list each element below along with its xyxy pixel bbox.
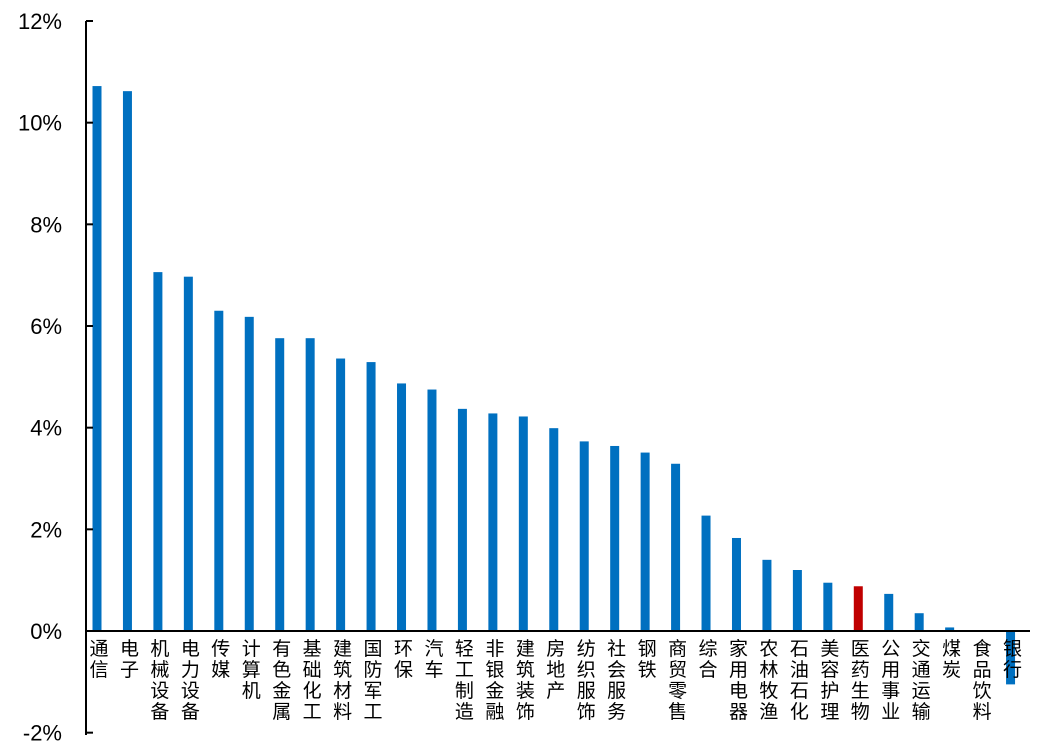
bar-series: [518, 416, 528, 631]
x-category-label: 综合: [699, 638, 718, 681]
x-category-label: 轻工制造: [455, 638, 474, 723]
y-tick-label: 8%: [30, 212, 62, 237]
x-category-label: 商贸零售: [668, 638, 687, 723]
bar-series: [671, 463, 681, 631]
y-tick-label: 6%: [30, 314, 62, 339]
bar-series: [1006, 631, 1016, 685]
x-category-label: 食品饮料: [973, 638, 992, 723]
bar-series: [427, 389, 437, 631]
y-tick-label: -2%: [23, 721, 62, 746]
bar-series: [366, 362, 376, 631]
bar-series: [397, 383, 407, 631]
bar-series: [275, 338, 285, 631]
x-axis-category-labels: 通信电子机械设备电力设备传媒计算机有色金属基础化工建筑材料国防军工环保汽车轻工制…: [89, 638, 1022, 723]
bar-series: [884, 593, 894, 631]
x-category-label: 公用事业: [881, 638, 900, 723]
x-category-label: 通信: [89, 638, 108, 681]
x-category-label: 银行: [1003, 638, 1022, 681]
y-tick-label: 2%: [30, 517, 62, 542]
bar-series: [549, 428, 559, 631]
bar-series: [762, 559, 772, 631]
x-category-label: 机械设备: [150, 638, 169, 723]
x-category-label: 建筑装饰: [516, 638, 535, 723]
y-axis-ticks: -2% 0% 2% 4% 6% 8% 10% 12%: [18, 9, 93, 746]
bar-series: [153, 272, 163, 631]
y-tick-label: 12%: [18, 9, 62, 34]
bar-series: [792, 570, 802, 631]
x-category-label: 汽车: [424, 638, 443, 681]
bar-highlighted: [853, 586, 863, 631]
bar-series: [640, 452, 650, 631]
x-category-label: 煤炭: [942, 638, 961, 681]
x-category-label: 电子: [120, 638, 139, 681]
x-category-label: 交通运输: [912, 638, 931, 723]
bar-series: [92, 86, 102, 631]
x-category-label: 传媒: [211, 638, 230, 681]
bar-series: [914, 613, 924, 631]
bar-series: [214, 310, 224, 631]
x-category-label: 建筑材料: [333, 638, 352, 723]
bar-series: [731, 537, 741, 631]
x-category-label: 房地产: [546, 638, 565, 702]
x-category-label: 医药生物: [851, 638, 870, 723]
y-tick-label: 0%: [30, 619, 62, 644]
x-category-label: 有色金属: [272, 638, 291, 723]
y-tick-label: 10%: [18, 111, 62, 136]
x-category-label: 家用电器: [729, 638, 748, 723]
bar-series: [610, 445, 620, 631]
bar-series: [945, 627, 955, 631]
x-category-label: 农林牧渔: [759, 638, 778, 723]
bar-series: [244, 316, 254, 631]
bar-series: [701, 515, 711, 631]
x-category-label: 非银金融: [485, 638, 504, 723]
x-category-label: 纺织服饰: [577, 638, 596, 723]
bar-series: [579, 441, 589, 631]
x-category-label: 国防军工: [364, 638, 383, 723]
bar-series: [823, 582, 833, 631]
bar-series: [457, 408, 467, 631]
bars-layer: [92, 86, 1016, 685]
x-category-label: 电力设备: [181, 638, 200, 723]
x-category-label: 钢铁: [638, 638, 657, 681]
x-category-label: 社会服务: [607, 638, 626, 723]
x-category-label: 基础化工: [303, 638, 322, 723]
bar-series: [336, 358, 346, 631]
x-category-label: 美容护理: [820, 638, 839, 723]
bar-series: [305, 338, 315, 631]
bar-series: [183, 276, 193, 631]
x-category-label: 环保: [394, 638, 413, 681]
y-tick-label: 4%: [30, 416, 62, 441]
bar-series: [488, 413, 498, 631]
x-category-label: 计算机: [242, 638, 261, 702]
x-category-label: 石油石化: [790, 638, 809, 723]
bar-series: [122, 91, 132, 631]
